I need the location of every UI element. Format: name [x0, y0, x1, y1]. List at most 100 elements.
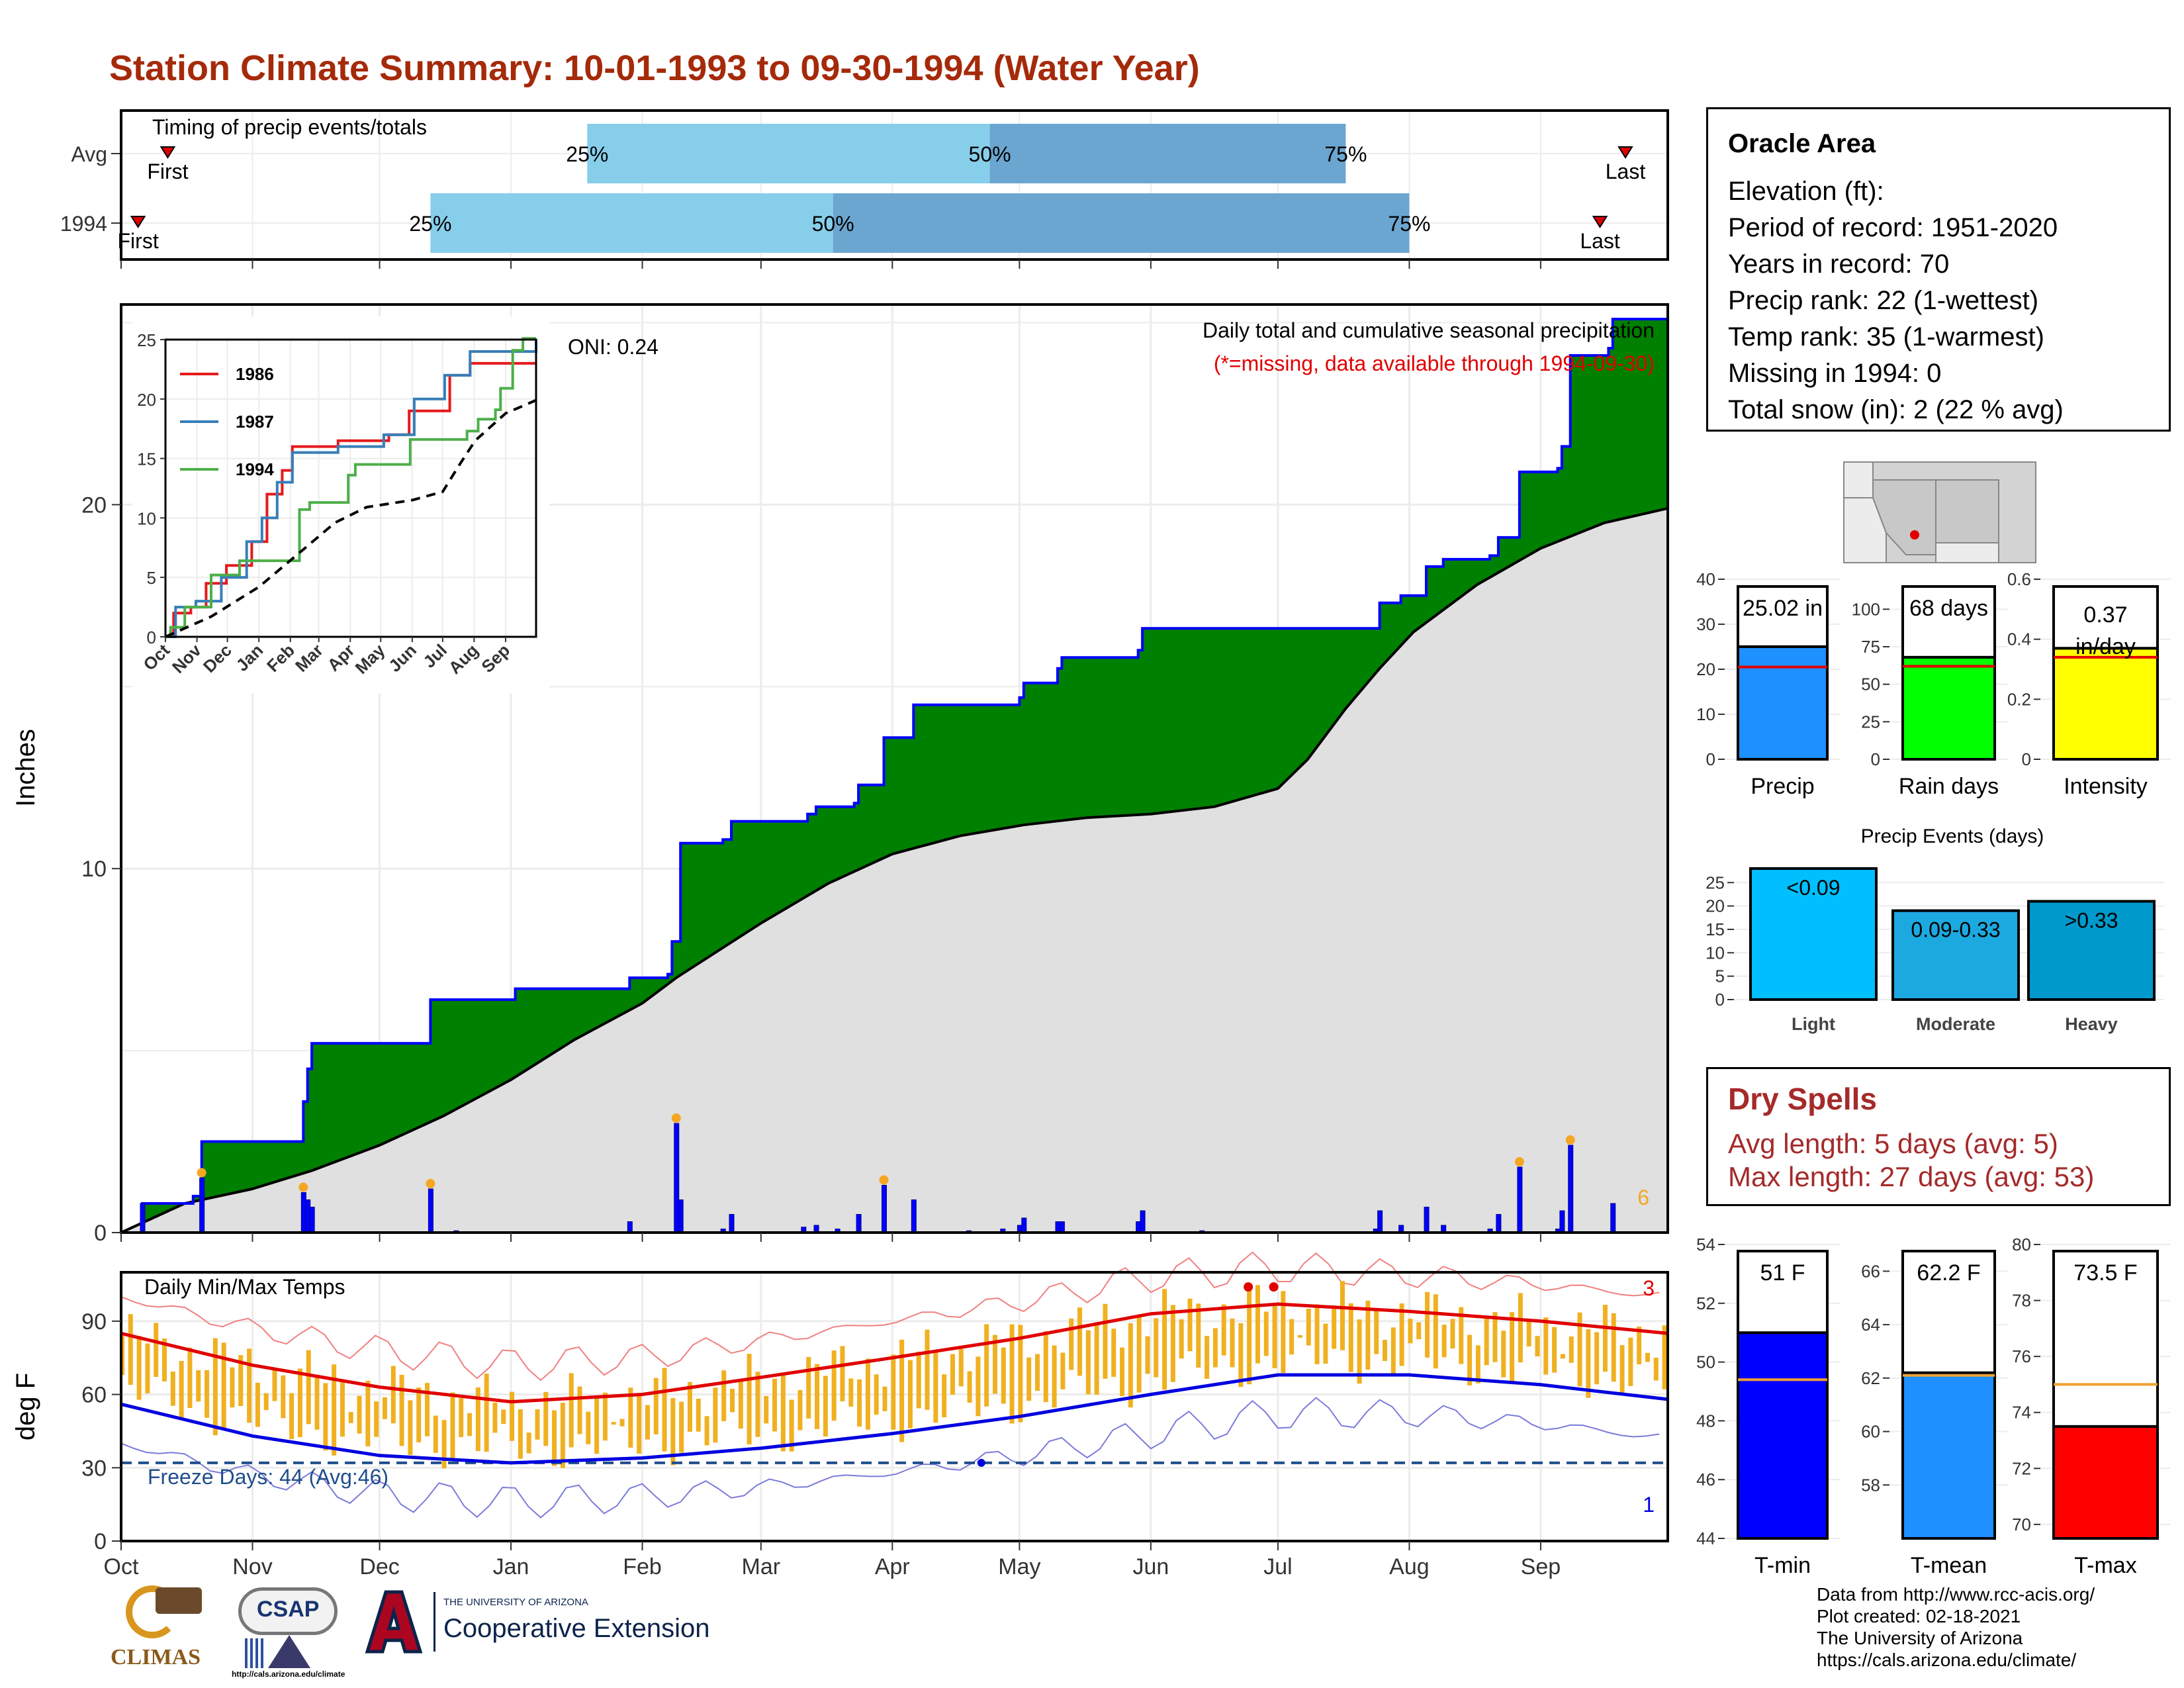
mini-value-bar: [1737, 1331, 1829, 1540]
daily-precip-bar: [1496, 1214, 1502, 1233]
daily-temp-range-bar: [1433, 1294, 1438, 1369]
last-event-marker: [1592, 216, 1608, 228]
daily-temp-range-bar: [441, 1420, 447, 1469]
daily-temp-range-bar: [1205, 1336, 1210, 1379]
events-y-tick-label: 5: [1715, 966, 1725, 986]
cumulative-inset: 0510152025OctNovDecJanFebMarAprMayJunJul…: [132, 316, 549, 694]
daily-temp-range-bar: [942, 1374, 947, 1418]
daily-temp-range-bar: [306, 1350, 311, 1425]
daily-temp-range-bar: [255, 1382, 260, 1427]
daily-temp-range-bar: [433, 1415, 438, 1453]
mini-y-tick-label: 30: [1696, 614, 1715, 634]
mini-y-tick-label: 10: [1696, 704, 1715, 724]
mini-value-label: 0.37: [2083, 602, 2127, 628]
timing-percent-label: 50%: [812, 212, 854, 236]
station-info-box: Oracle Area Elevation (ft): Period of re…: [1706, 107, 2171, 432]
daily-temp-range-bar: [1323, 1323, 1328, 1364]
mini-value-label: 68 days: [1909, 596, 1988, 621]
mini-outline-box: [1901, 1250, 1996, 1374]
mini-y-tick-label: 54: [1696, 1235, 1715, 1254]
inset-series-1987: [165, 340, 537, 638]
temp-frame: [120, 1271, 1669, 1542]
daily-temp-range-bar: [1060, 1352, 1066, 1389]
daily-temp-range-bar: [162, 1338, 167, 1382]
daily-precip-bar: [1140, 1210, 1146, 1233]
timing-percent-label: 75%: [1324, 142, 1367, 166]
daily-temp-range-bar: [747, 1354, 752, 1444]
daily-temp-range-bar: [1281, 1291, 1286, 1373]
last-event-marker: [1617, 146, 1633, 159]
daily-temp-range-bar: [1645, 1352, 1650, 1362]
daily-temp-range-bar: [611, 1422, 616, 1425]
csap-logo-url: http://cals.arizona.edu/climate: [232, 1669, 345, 1679]
first-label: First: [147, 160, 188, 183]
daily-temp-range-bar: [1069, 1318, 1074, 1370]
info-precip-rank: Precip rank: 22 (1-wettest): [1728, 286, 2039, 315]
precip-events-bars: 0 5 10 15 20 25 <0.09 Light 0.09-0.33 Moderate >0.…: [1706, 825, 2164, 1034]
mini-value-bar: [1901, 1371, 1996, 1540]
daily-temp-range-bar: [1154, 1318, 1159, 1378]
daily-temp-range-bar: [933, 1352, 938, 1423]
first-event-marker: [130, 216, 146, 228]
mini-category-label: T-max: [2074, 1553, 2136, 1578]
events-y-tick-label: 15: [1706, 919, 1725, 939]
footer-credits: Data from http://www.rcc-acis.org/ Plot …: [1817, 1583, 2095, 1671]
record-high-marker: [1269, 1282, 1279, 1292]
daily-temp-range-bar: [1365, 1301, 1371, 1370]
record-low-count: 1: [1643, 1493, 1655, 1517]
main-panel-label: Daily total and cumulative seasonal prec…: [1203, 318, 1655, 342]
dry-spells-box: Dry Spells Avg length: 5 days (avg: 5) M…: [1706, 1067, 2171, 1206]
daily-temp-range-bar: [1009, 1324, 1015, 1424]
daily-temp-range-bar: [764, 1395, 769, 1424]
daily-temp-range-bar: [1653, 1357, 1659, 1381]
daily-precip-bar: [627, 1221, 633, 1233]
cumulative-1994-line: [121, 318, 1668, 1234]
events-y-tick-label: 25: [1706, 872, 1725, 892]
avg-min-line: [120, 1373, 1668, 1465]
daily-temp-range-bar: [416, 1387, 422, 1442]
daily-temp-range-bar: [1475, 1345, 1480, 1383]
daily-temp-range-bar: [1492, 1312, 1498, 1362]
mini-y-tick-label: 80: [2012, 1235, 2031, 1254]
map-state-ca: [1843, 461, 1874, 498]
daily-temp-range-bar: [1111, 1329, 1116, 1377]
temp-x-tick-label: Jul: [1263, 1554, 1292, 1579]
daily-temp-range-bar: [323, 1383, 328, 1451]
freeze-days-label: Freeze Days: 44 (Avg:46): [148, 1465, 388, 1489]
map-state-new-mexico: [1935, 479, 1999, 543]
csap-logo: CSAP http://cals.arizona.edu/climate: [232, 1582, 351, 1681]
daily-temp-range-bar: [314, 1375, 320, 1430]
temp-x-tick-label: Sep: [1521, 1554, 1561, 1579]
event-category-label: Light: [1792, 1014, 1835, 1034]
daily-temp-range-bar: [1390, 1327, 1396, 1375]
daily-temp-range-bar: [865, 1358, 870, 1430]
mini-outline-box: [1737, 1250, 1829, 1335]
daily-temp-range-bar: [594, 1397, 600, 1454]
daily-temp-range-bar: [916, 1351, 921, 1409]
daily-temp-range-bar: [755, 1372, 760, 1437]
daily-temp-range-bar: [340, 1382, 345, 1437]
ua-big-text: Cooperative Extension: [443, 1614, 710, 1643]
daily-temp-range-bar: [840, 1346, 845, 1401]
inset-y-tick-label: 5: [147, 568, 156, 588]
daily-temp-range-bar: [1018, 1325, 1023, 1423]
temp-x-tick-label: Jun: [1132, 1554, 1169, 1579]
daily-temp-range-bar: [1238, 1323, 1244, 1387]
daily-temp-range-bar: [738, 1380, 743, 1429]
events-y-tick-label: 10: [1706, 943, 1725, 962]
daily-temp-range-bar: [1052, 1345, 1057, 1408]
inset-y-tick-label: 25: [137, 330, 156, 350]
daily-temp-range-bar: [1535, 1336, 1540, 1357]
daily-temp-range-bar: [179, 1360, 184, 1419]
daily-temp-range-bar: [1560, 1354, 1565, 1359]
daily-precip-bar: [1059, 1221, 1065, 1233]
daily-temp-range-bar: [543, 1391, 549, 1446]
temp-y-tick-label: 90: [81, 1309, 107, 1335]
daily-precip-bar: [309, 1207, 315, 1233]
temp-x-tick-label: Oct: [104, 1554, 139, 1579]
daily-temp-range-bar: [289, 1393, 295, 1440]
mini-y-tick-label: 44: [1696, 1528, 1715, 1548]
footer-line: Plot created: 02-18-2021: [1817, 1606, 2021, 1626]
daily-temp-range-bar: [696, 1398, 701, 1432]
daily-temp-range-bar: [272, 1369, 277, 1401]
